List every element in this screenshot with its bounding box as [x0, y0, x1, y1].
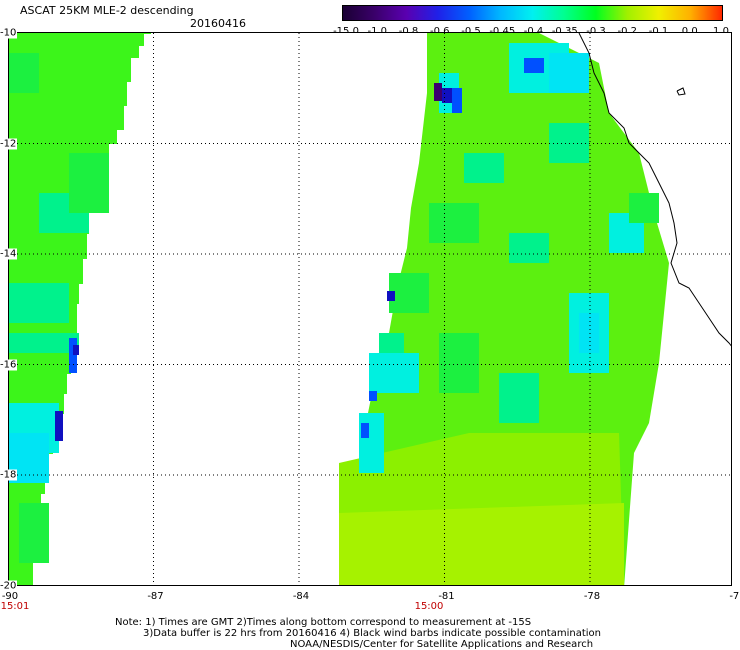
color-scale-tick-label: -15.0	[333, 26, 359, 37]
right-swath-feature	[389, 273, 429, 313]
color-scale-tick-label: -0.35	[552, 26, 578, 37]
color-scale-tick-label: -0.8	[399, 26, 419, 37]
right-swath-feature	[549, 53, 589, 93]
left-swath-feature	[9, 283, 69, 323]
left-swath-feature	[55, 411, 63, 441]
right-swath-feature	[452, 88, 462, 113]
latitude-tick-label: -12	[0, 138, 18, 149]
left-swath-feature	[69, 153, 109, 213]
map-date: 20160416	[190, 17, 246, 30]
color-scale-tick-label: -0.1	[649, 26, 669, 37]
left-swath-band	[9, 129, 117, 144]
right-swath-feature	[524, 58, 544, 73]
right-swath-south-lime	[339, 503, 624, 585]
color-scale-bar	[342, 5, 723, 21]
right-swath-feature	[369, 391, 377, 401]
color-scale-tick-label: -0.5	[461, 26, 481, 37]
latitude-tick-label: -20	[0, 580, 18, 591]
color-scale-tick-label: -1.0	[367, 26, 387, 37]
left-swath-band	[9, 33, 144, 46]
color-scale-tick-label: -0.45	[489, 26, 515, 37]
footnote-line-2: 3)Data buffer is 22 hrs from 20160416 4)…	[143, 628, 601, 639]
color-scale-tick-label: -0.4	[524, 26, 544, 37]
left-swath-feature	[9, 333, 79, 353]
left-swath-band	[9, 353, 71, 374]
left-swath-feature	[9, 53, 39, 93]
right-swath-feature	[369, 353, 419, 393]
longitude-tick-label: -90	[1, 591, 19, 602]
right-swath-feature	[442, 88, 452, 103]
coastline	[578, 33, 731, 347]
longitude-tick-label: -78	[583, 591, 601, 602]
left-swath-feature	[69, 338, 77, 373]
left-swath-feature	[19, 503, 49, 563]
right-swath-feature	[429, 203, 479, 243]
longitude-tick-label: -81	[438, 591, 455, 602]
right-swath-feature	[434, 83, 442, 101]
island-outline	[676, 87, 686, 96]
latitude-tick-label: -14	[0, 248, 18, 260]
right-swath-feature	[509, 233, 549, 263]
left-swath-band	[9, 45, 139, 58]
swath-map	[9, 33, 731, 585]
right-swath-feature	[464, 153, 504, 183]
right-swath-feature	[359, 413, 384, 473]
time-label-left: 15:01	[0, 601, 30, 612]
left-swath-band	[9, 373, 67, 394]
color-scale-tick-label: -0.3	[586, 26, 606, 37]
latitude-tick-label: -10	[0, 27, 18, 39]
longitude-tick-label: -84	[292, 591, 310, 602]
right-swath-feature	[629, 193, 659, 223]
longitude-tick-label: -75	[729, 591, 740, 602]
right-swath-feature	[379, 333, 404, 353]
right-swath-feature	[439, 333, 479, 393]
map-plot-area	[8, 32, 732, 586]
right-swath-feature	[387, 291, 395, 301]
color-scale-tick-label: 0.0	[682, 26, 698, 37]
color-scale-tick-label: -0.2	[617, 26, 637, 37]
left-swath-band	[9, 105, 124, 130]
left-swath-band	[9, 233, 87, 259]
color-scale-tick-label: 1.0	[713, 26, 729, 37]
left-swath-feature	[73, 345, 79, 355]
color-scale-tick-label: -0.6	[430, 26, 450, 37]
footnote-line-3: NOAA/NESDIS/Center for Satellite Applica…	[290, 639, 594, 650]
right-swath-feature	[579, 313, 599, 353]
longitude-tick-label: -87	[147, 591, 164, 602]
latitude-tick-label: -16	[0, 359, 18, 370]
map-title: ASCAT 25KM MLE-2 descending	[20, 4, 194, 17]
right-swath-feature	[499, 373, 539, 423]
left-swath-band	[9, 258, 83, 284]
footnote-line-1: Note: 1) Times are GMT 2)Times along bot…	[115, 617, 532, 628]
time-label-right: 15:00	[414, 601, 444, 612]
latitude-tick-label: -18	[0, 469, 18, 481]
right-swath-feature	[361, 423, 369, 438]
